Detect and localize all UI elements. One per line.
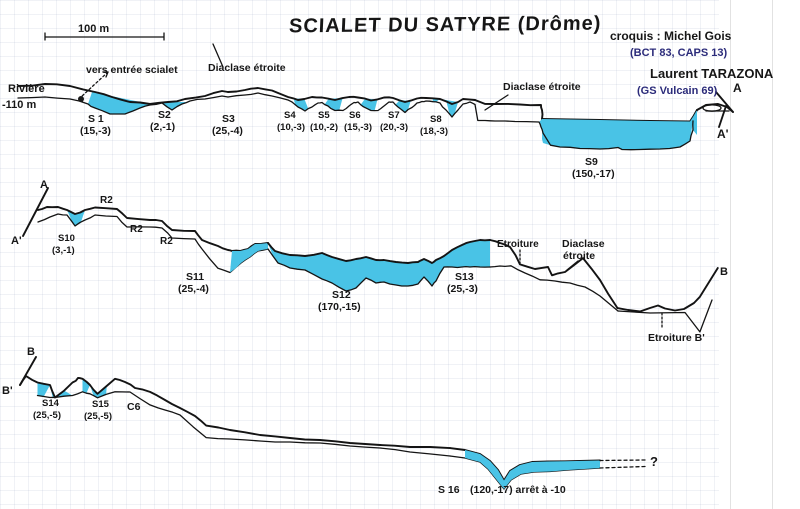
svg-text:étroite: étroite: [563, 250, 595, 262]
svg-text:(15,-3): (15,-3): [80, 125, 111, 137]
svg-text:R2: R2: [160, 236, 173, 247]
svg-text:R2: R2: [130, 224, 143, 235]
svg-text:(25,-3): (25,-3): [447, 283, 478, 295]
svg-text:S15: S15: [92, 399, 110, 410]
svg-text:(20,-3): (20,-3): [380, 122, 408, 133]
svg-text:-110 m: -110 m: [2, 99, 36, 111]
svg-text:S 1: S 1: [88, 113, 104, 125]
svg-text:(25,-5): (25,-5): [84, 411, 112, 422]
svg-text:B: B: [27, 346, 35, 358]
svg-text:(10,-3): (10,-3): [277, 122, 305, 133]
svg-text:S 16: S 16: [438, 484, 460, 496]
svg-text:B: B: [720, 266, 728, 278]
svg-text:(15,-3): (15,-3): [344, 122, 372, 133]
svg-text:?: ?: [650, 454, 658, 469]
svg-text:A': A': [717, 127, 729, 141]
svg-text:A: A: [40, 179, 48, 191]
svg-text:(150,-17): (150,-17): [572, 168, 615, 180]
svg-text:(10,-2): (10,-2): [310, 122, 338, 133]
svg-text:(25,-4): (25,-4): [212, 125, 243, 137]
svg-text:100 m: 100 m: [78, 23, 109, 35]
svg-text:R2: R2: [100, 195, 113, 206]
svg-text:Rivière: Rivière: [8, 83, 45, 95]
svg-text:S10: S10: [58, 233, 75, 244]
svg-text:(120,-17) arrêt à -10: (120,-17) arrêt à -10: [470, 484, 566, 496]
svg-text:Etroiture B': Etroiture B': [648, 332, 705, 344]
svg-text:S8: S8: [430, 114, 442, 125]
svg-text:croquis : Michel Gois: croquis : Michel Gois: [610, 29, 732, 43]
svg-text:(GS Vulcain 69): (GS Vulcain 69): [637, 85, 718, 97]
svg-text:S12: S12: [332, 289, 351, 301]
svg-text:A: A: [733, 81, 742, 95]
svg-text:B': B': [2, 385, 13, 397]
svg-text:(2,-1): (2,-1): [150, 121, 175, 133]
svg-text:S5: S5: [318, 110, 330, 121]
svg-text:vers entrée scialet: vers entrée scialet: [86, 64, 178, 76]
svg-text:S6: S6: [349, 110, 361, 121]
svg-text:A': A': [11, 235, 22, 247]
svg-text:S2: S2: [158, 109, 171, 121]
svg-text:Diaclase étroite: Diaclase étroite: [208, 62, 286, 74]
svg-text:S11: S11: [186, 271, 204, 283]
svg-text:C6: C6: [127, 401, 141, 413]
svg-text:S13: S13: [455, 271, 474, 283]
svg-text:(3,-1): (3,-1): [52, 245, 75, 256]
svg-text:Diaclase: Diaclase: [562, 238, 605, 250]
svg-text:S7: S7: [388, 110, 400, 121]
svg-text:(BCT 83, CAPS 13): (BCT 83, CAPS 13): [630, 47, 728, 59]
svg-text:S9: S9: [585, 156, 598, 168]
svg-text:(170,-15): (170,-15): [318, 301, 361, 313]
svg-text:Diaclase étroite: Diaclase étroite: [503, 81, 581, 93]
svg-text:(25,-5): (25,-5): [33, 410, 61, 421]
svg-text:S14: S14: [42, 398, 60, 409]
svg-text:S3: S3: [222, 113, 235, 125]
svg-text:Etroiture: Etroiture: [497, 239, 539, 250]
svg-text:S4: S4: [284, 110, 296, 121]
svg-text:(25,-4): (25,-4): [178, 283, 209, 295]
svg-text:(18,-3): (18,-3): [420, 126, 448, 137]
svg-text:Laurent TARAZONA: Laurent TARAZONA: [650, 66, 774, 81]
